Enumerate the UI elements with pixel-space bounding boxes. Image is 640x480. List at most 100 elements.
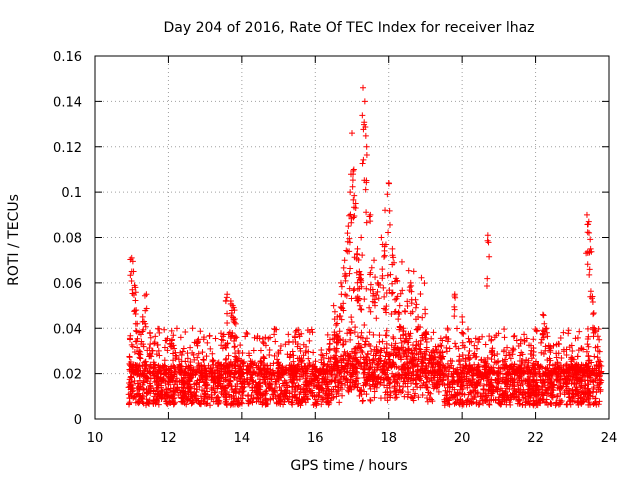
data-point — [128, 386, 135, 393]
data-point — [340, 341, 347, 348]
data-point — [320, 361, 327, 368]
data-point — [360, 397, 367, 404]
data-point — [407, 365, 414, 372]
data-point — [436, 374, 443, 381]
data-point — [281, 377, 288, 384]
data-point — [373, 350, 380, 357]
data-point — [308, 380, 315, 387]
data-point — [172, 378, 179, 385]
data-point — [193, 389, 200, 396]
data-point — [252, 379, 259, 386]
data-point — [576, 366, 583, 373]
data-point — [513, 393, 520, 400]
data-point — [547, 357, 554, 364]
data-point — [130, 268, 137, 275]
data-point — [224, 370, 231, 377]
data-point — [376, 332, 383, 339]
data-point — [173, 368, 180, 375]
data-point — [357, 276, 364, 283]
data-point — [159, 365, 166, 372]
data-point — [231, 307, 238, 314]
data-point — [589, 324, 596, 331]
data-point — [336, 312, 343, 319]
data-point — [456, 401, 463, 408]
data-point — [218, 342, 225, 349]
data-point — [454, 377, 461, 384]
data-point — [540, 312, 547, 319]
data-point — [347, 211, 354, 218]
data-point — [144, 367, 151, 374]
data-point — [192, 392, 199, 399]
data-point — [563, 381, 570, 388]
data-point — [349, 130, 355, 137]
data-point — [558, 397, 565, 404]
data-point — [484, 232, 491, 239]
data-point — [459, 367, 466, 374]
data-point — [367, 396, 374, 403]
data-point — [493, 332, 500, 339]
data-point — [304, 388, 311, 395]
data-point — [570, 391, 577, 398]
data-point — [183, 395, 190, 402]
data-point — [469, 365, 476, 372]
data-point — [143, 291, 150, 298]
data-point — [338, 316, 345, 323]
data-point — [179, 389, 186, 396]
data-point — [373, 292, 380, 299]
data-point — [166, 378, 173, 385]
data-point — [151, 340, 158, 347]
data-point — [181, 380, 188, 387]
data-point — [366, 382, 373, 389]
data-point — [363, 152, 370, 159]
data-point — [583, 389, 590, 396]
data-point — [583, 250, 590, 257]
data-point — [392, 349, 399, 356]
data-point — [510, 385, 517, 392]
data-point — [132, 320, 139, 327]
data-point — [355, 256, 362, 263]
data-point — [193, 380, 200, 387]
data-point — [290, 352, 297, 359]
data-point — [556, 385, 563, 392]
data-point — [400, 332, 407, 339]
data-point — [318, 401, 325, 408]
data-point — [177, 334, 184, 341]
data-point — [548, 378, 555, 385]
data-point — [503, 352, 510, 359]
data-point — [524, 375, 531, 382]
data-point — [346, 326, 353, 333]
data-point — [194, 377, 201, 384]
data-point — [197, 376, 204, 383]
data-point — [273, 326, 280, 333]
data-point — [348, 314, 355, 321]
data-point — [309, 329, 316, 336]
data-point — [141, 292, 148, 299]
data-point — [282, 393, 289, 400]
data-point — [148, 353, 155, 360]
data-point — [518, 370, 525, 377]
data-point — [569, 347, 576, 354]
data-point — [354, 245, 361, 252]
data-point — [488, 349, 495, 356]
data-point — [361, 296, 368, 303]
data-point — [553, 399, 560, 406]
data-point — [573, 361, 580, 368]
data-point — [466, 339, 473, 346]
data-point — [387, 389, 394, 396]
data-point — [132, 311, 139, 318]
data-point — [397, 335, 404, 342]
data-point — [177, 362, 184, 369]
data-point — [428, 335, 435, 342]
data-point — [422, 362, 429, 369]
data-point — [326, 340, 333, 347]
data-point — [363, 209, 370, 216]
data-point — [525, 370, 532, 377]
data-point — [437, 369, 444, 376]
data-point — [446, 364, 453, 371]
data-point — [229, 367, 236, 374]
data-point — [161, 357, 168, 364]
data-point — [578, 382, 585, 389]
data-point — [131, 377, 138, 384]
data-point — [140, 343, 147, 350]
